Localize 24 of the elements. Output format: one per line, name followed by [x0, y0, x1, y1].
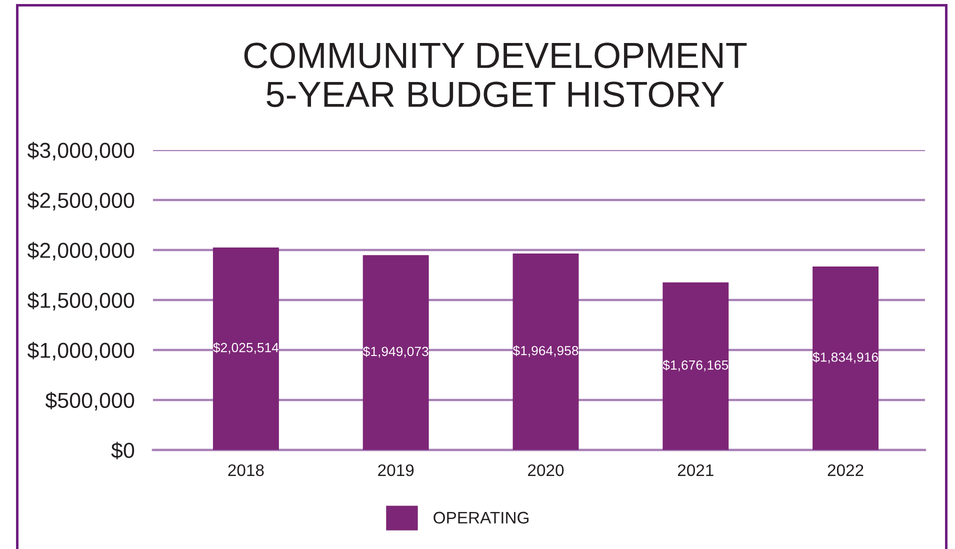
- bar: [812, 266, 879, 450]
- bar: [512, 254, 579, 450]
- y-tick-label: $1,000,000: [27, 342, 134, 361]
- bar: [212, 247, 279, 450]
- data-label: $1,964,958: [512, 345, 578, 357]
- y-tick-label: $2,500,000: [27, 192, 134, 211]
- data-label: $1,834,916: [812, 352, 878, 364]
- y-tick-label: $0: [111, 442, 134, 460]
- data-label: $1,949,073: [362, 346, 428, 358]
- x-tick-label: 2021: [678, 464, 714, 476]
- legend-label: OPERATING: [434, 512, 528, 524]
- x-tick-label: 2022: [828, 464, 864, 476]
- chart-title: COMMUNITY DEVELOPMENT 5-YEAR BUDGET HISTORY: [244, 42, 747, 108]
- y-tick-label: $500,000: [45, 392, 134, 411]
- bar: [662, 282, 729, 450]
- data-label: $1,676,165: [662, 360, 728, 372]
- x-tick-label: 2018: [228, 464, 264, 476]
- y-tick-label: $3,000,000: [27, 142, 134, 161]
- data-label: $2,025,514: [213, 342, 279, 354]
- x-tick-label: 2019: [378, 464, 414, 476]
- y-tick-label: $1,500,000: [27, 292, 134, 311]
- bar: [362, 255, 429, 450]
- x-tick-label: 2020: [528, 464, 564, 476]
- y-tick-label: $2,000,000: [27, 242, 134, 261]
